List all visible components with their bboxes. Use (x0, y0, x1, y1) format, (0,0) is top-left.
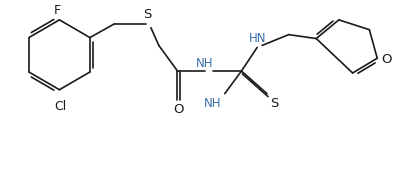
Text: Cl: Cl (54, 99, 67, 113)
Text: S: S (270, 97, 278, 110)
Text: NH: NH (196, 57, 214, 70)
Text: O: O (173, 102, 184, 116)
Text: F: F (54, 4, 61, 17)
Text: NH: NH (204, 97, 222, 110)
Text: HN: HN (248, 32, 266, 45)
Text: O: O (381, 53, 392, 66)
Text: S: S (143, 8, 151, 21)
